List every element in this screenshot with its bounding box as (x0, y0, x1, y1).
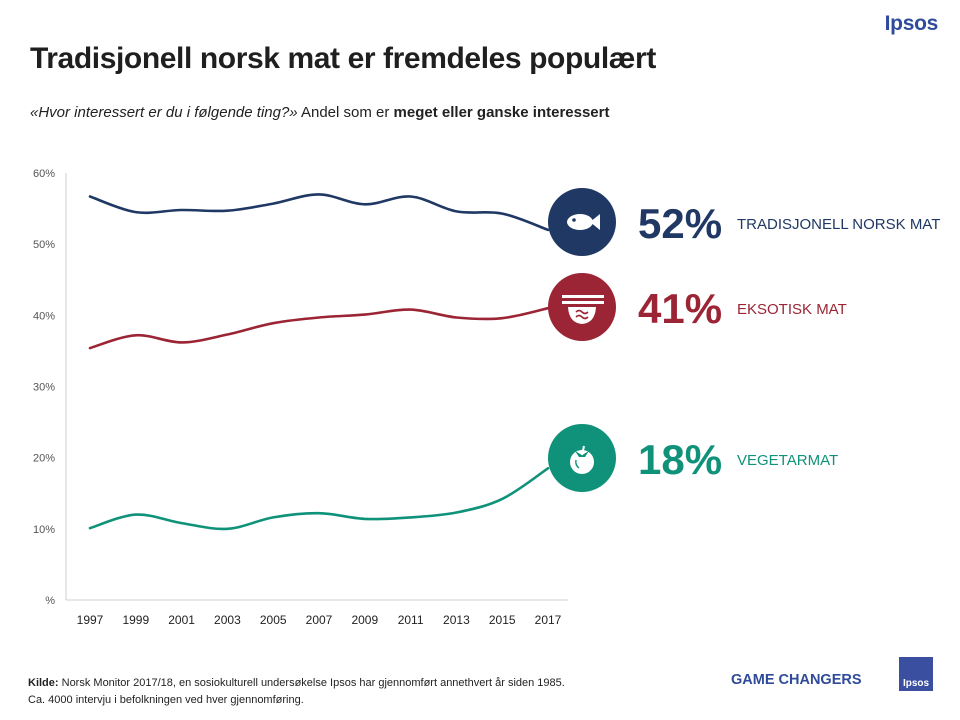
y-tick-label: 10% (33, 524, 55, 536)
fish-tail (590, 214, 600, 230)
x-tick-label: 1999 (122, 613, 149, 627)
x-tick-label: 1997 (77, 613, 104, 627)
x-tick-label: 2003 (214, 613, 241, 627)
chopstick (562, 295, 604, 298)
series-name-label: VEGETARMAT (737, 452, 838, 469)
x-tick-label: 2015 (489, 613, 516, 627)
ipsos-badge-logo: Ipsos (899, 657, 933, 691)
series-name-label: TRADISJONELL NORSK MAT (737, 216, 940, 233)
source-text: Norsk Monitor 2017/18, en sosiokulturell… (58, 677, 565, 689)
x-tick-label: 2001 (168, 613, 195, 627)
y-tick-label: 50% (33, 239, 55, 251)
source-label: Kilde: (28, 677, 59, 689)
x-tick-label: 2011 (398, 613, 424, 627)
fish-icon (567, 214, 600, 230)
subtitle-question: «Hvor interessert er du i følgende ting?… (30, 104, 298, 121)
chopstick (562, 301, 604, 304)
tomato-body (570, 450, 594, 474)
series-line-tradisjonell-norsk-mat (88, 193, 550, 232)
y-tick-label: 20% (33, 453, 55, 465)
footer-source: Kilde: Norsk Monitor 2017/18, en sosioku… (28, 675, 565, 709)
noodle-bowl-icon (562, 295, 604, 324)
subtitle: «Hvor interessert er du i følgende ting?… (30, 104, 610, 121)
ipsos-logo: Ipsos (884, 12, 939, 35)
x-tick-label: 2017 (535, 613, 562, 627)
fish-body (567, 214, 593, 230)
x-tick-label: 2013 (443, 613, 470, 627)
series-name-label: EKSOTISK MAT (737, 301, 847, 318)
noodle (575, 314, 589, 320)
series-value-label: 41% (638, 285, 722, 332)
series-line-eksotisk-mat (88, 306, 550, 350)
series-line-vegetarmat (88, 467, 550, 531)
fish-eye (572, 218, 576, 222)
tomato-stem (581, 445, 585, 456)
tomato-shine (575, 459, 580, 469)
y-tick-label: 60% (33, 168, 55, 180)
y-tick-label: 30% (33, 382, 55, 394)
x-tick-label: 2007 (306, 613, 333, 627)
subtitle-text: Andel som er (297, 104, 394, 121)
series-value-label: 52% (638, 200, 722, 247)
game-changers-tagline: GAME CHANGERS (731, 672, 862, 688)
bowl (568, 307, 596, 324)
source-note: Ca. 4000 intervju i befolkningen ved hve… (28, 694, 304, 706)
y-tick-label: % (45, 595, 55, 607)
x-tick-label: 2005 (260, 613, 287, 627)
page-title: Tradisjonell norsk mat er fremdeles popu… (30, 42, 656, 75)
y-tick-label: 40% (33, 310, 55, 322)
tomato-leaf (575, 451, 589, 457)
noodle (575, 309, 589, 315)
tomato-icon (570, 445, 594, 474)
subtitle-bold: meget eller ganske interessert (393, 104, 610, 121)
x-tick-label: 2009 (351, 613, 378, 627)
series-value-label: 18% (638, 436, 722, 483)
